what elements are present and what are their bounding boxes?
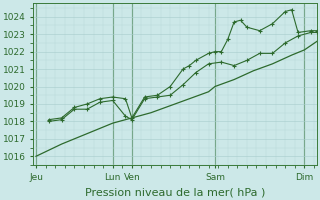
X-axis label: Pression niveau de la mer( hPa ): Pression niveau de la mer( hPa ) [85,187,266,197]
